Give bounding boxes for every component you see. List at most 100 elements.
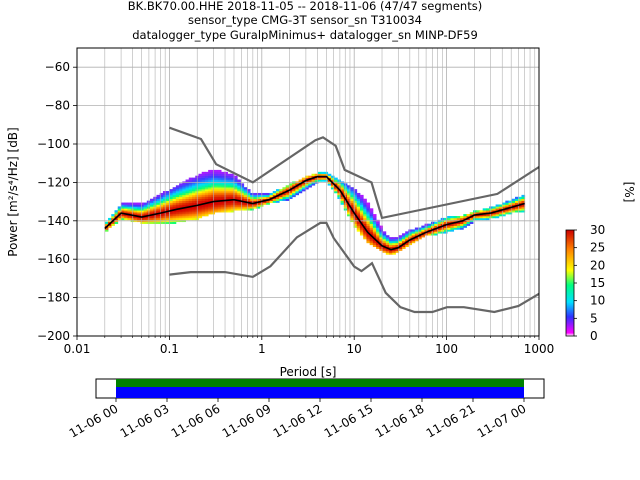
- density-cell: [182, 192, 186, 196]
- density-cell: [359, 233, 364, 236]
- density-cell: [230, 196, 235, 200]
- density-cell: [376, 227, 380, 230]
- density-cell: [266, 196, 270, 200]
- density-cell: [392, 240, 396, 244]
- density-cell: [292, 185, 296, 188]
- density-cell: [253, 194, 258, 198]
- density-cell: [246, 206, 251, 209]
- density-cell: [521, 206, 526, 209]
- density-cell: [447, 221, 451, 224]
- density-cell: [150, 200, 154, 203]
- density-cell: [143, 212, 148, 215]
- density-cell: [188, 204, 193, 207]
- density-cell: [382, 248, 387, 251]
- density-cell: [182, 217, 186, 221]
- density-cell: [166, 191, 170, 194]
- x-tick-label: 100: [435, 342, 458, 356]
- density-cell: [405, 231, 409, 234]
- density-cell: [140, 210, 144, 213]
- density-cell: [511, 198, 516, 201]
- density-cell: [398, 235, 403, 238]
- colorbar-tick-label: 25: [590, 241, 605, 255]
- density-cell: [169, 192, 174, 196]
- density-cell: [279, 191, 283, 194]
- density-cell: [292, 191, 296, 194]
- density-cell: [227, 204, 232, 207]
- density-cell: [347, 189, 351, 192]
- density-cell: [162, 217, 167, 221]
- density-cell: [240, 208, 245, 211]
- density-cell: [204, 200, 209, 203]
- density-cell: [392, 250, 396, 253]
- density-cell: [214, 206, 219, 209]
- density-cell: [175, 206, 180, 209]
- density-cell: [334, 191, 338, 194]
- density-cell: [221, 204, 225, 207]
- density-cell: [217, 189, 222, 192]
- density-cell: [188, 187, 193, 190]
- density-cell: [447, 229, 451, 232]
- density-cell: [347, 200, 351, 203]
- density-cell: [363, 225, 367, 228]
- density-cell: [217, 175, 222, 178]
- density-cell: [353, 198, 358, 201]
- density-cell: [305, 175, 309, 178]
- density-cell: [133, 217, 138, 221]
- density-cell: [456, 216, 461, 219]
- density-cell: [217, 169, 222, 173]
- density-cell: [305, 185, 309, 188]
- density-cell: [437, 223, 442, 226]
- density-cell: [363, 210, 367, 213]
- density-cell: [414, 229, 419, 232]
- density-cell: [359, 208, 364, 211]
- density-cell: [363, 221, 367, 224]
- density-cell: [353, 216, 358, 219]
- density-cell: [431, 233, 435, 236]
- density-cell: [485, 208, 490, 211]
- density-cell: [208, 171, 212, 175]
- density-cell: [250, 196, 254, 200]
- density-cell: [127, 202, 132, 205]
- density-cell: [282, 189, 287, 192]
- density-cell: [456, 227, 461, 230]
- density-cell: [169, 198, 174, 201]
- density-cell: [175, 198, 180, 201]
- density-cell: [217, 171, 222, 175]
- density-cell: [385, 235, 390, 238]
- density-cell: [460, 221, 464, 224]
- density-cell: [204, 206, 209, 209]
- density-cell: [179, 191, 183, 194]
- density-cell: [392, 237, 396, 240]
- density-cell: [272, 200, 277, 203]
- density-cell: [192, 206, 196, 209]
- density-cell: [359, 214, 364, 217]
- density-cell: [169, 204, 174, 207]
- density-cell: [408, 237, 413, 240]
- density-cell: [182, 189, 186, 192]
- density-cell: [353, 223, 358, 226]
- density-cell: [201, 210, 206, 213]
- density-cell: [359, 206, 364, 209]
- density-cell: [427, 233, 432, 236]
- density-cell: [353, 189, 358, 192]
- density-cell: [382, 235, 387, 238]
- density-cell: [366, 202, 371, 205]
- density-cell: [214, 194, 219, 198]
- density-cell: [389, 237, 393, 240]
- density-cell: [166, 216, 170, 219]
- density-cell: [366, 229, 371, 232]
- density-cell: [166, 212, 170, 215]
- density-cell: [450, 216, 455, 219]
- density-cell: [133, 216, 138, 219]
- density-cell: [337, 196, 341, 200]
- density-cell: [143, 206, 148, 209]
- density-cell: [214, 202, 219, 205]
- density-cell: [359, 217, 364, 221]
- density-cell: [330, 179, 335, 182]
- density-cell: [234, 208, 238, 211]
- title-line-2: sensor_type CMG-3T sensor_sn T310034: [188, 13, 422, 27]
- density-cell: [162, 221, 167, 224]
- density-cell: [505, 200, 509, 203]
- density-cell: [511, 208, 516, 211]
- density-cell: [343, 208, 348, 211]
